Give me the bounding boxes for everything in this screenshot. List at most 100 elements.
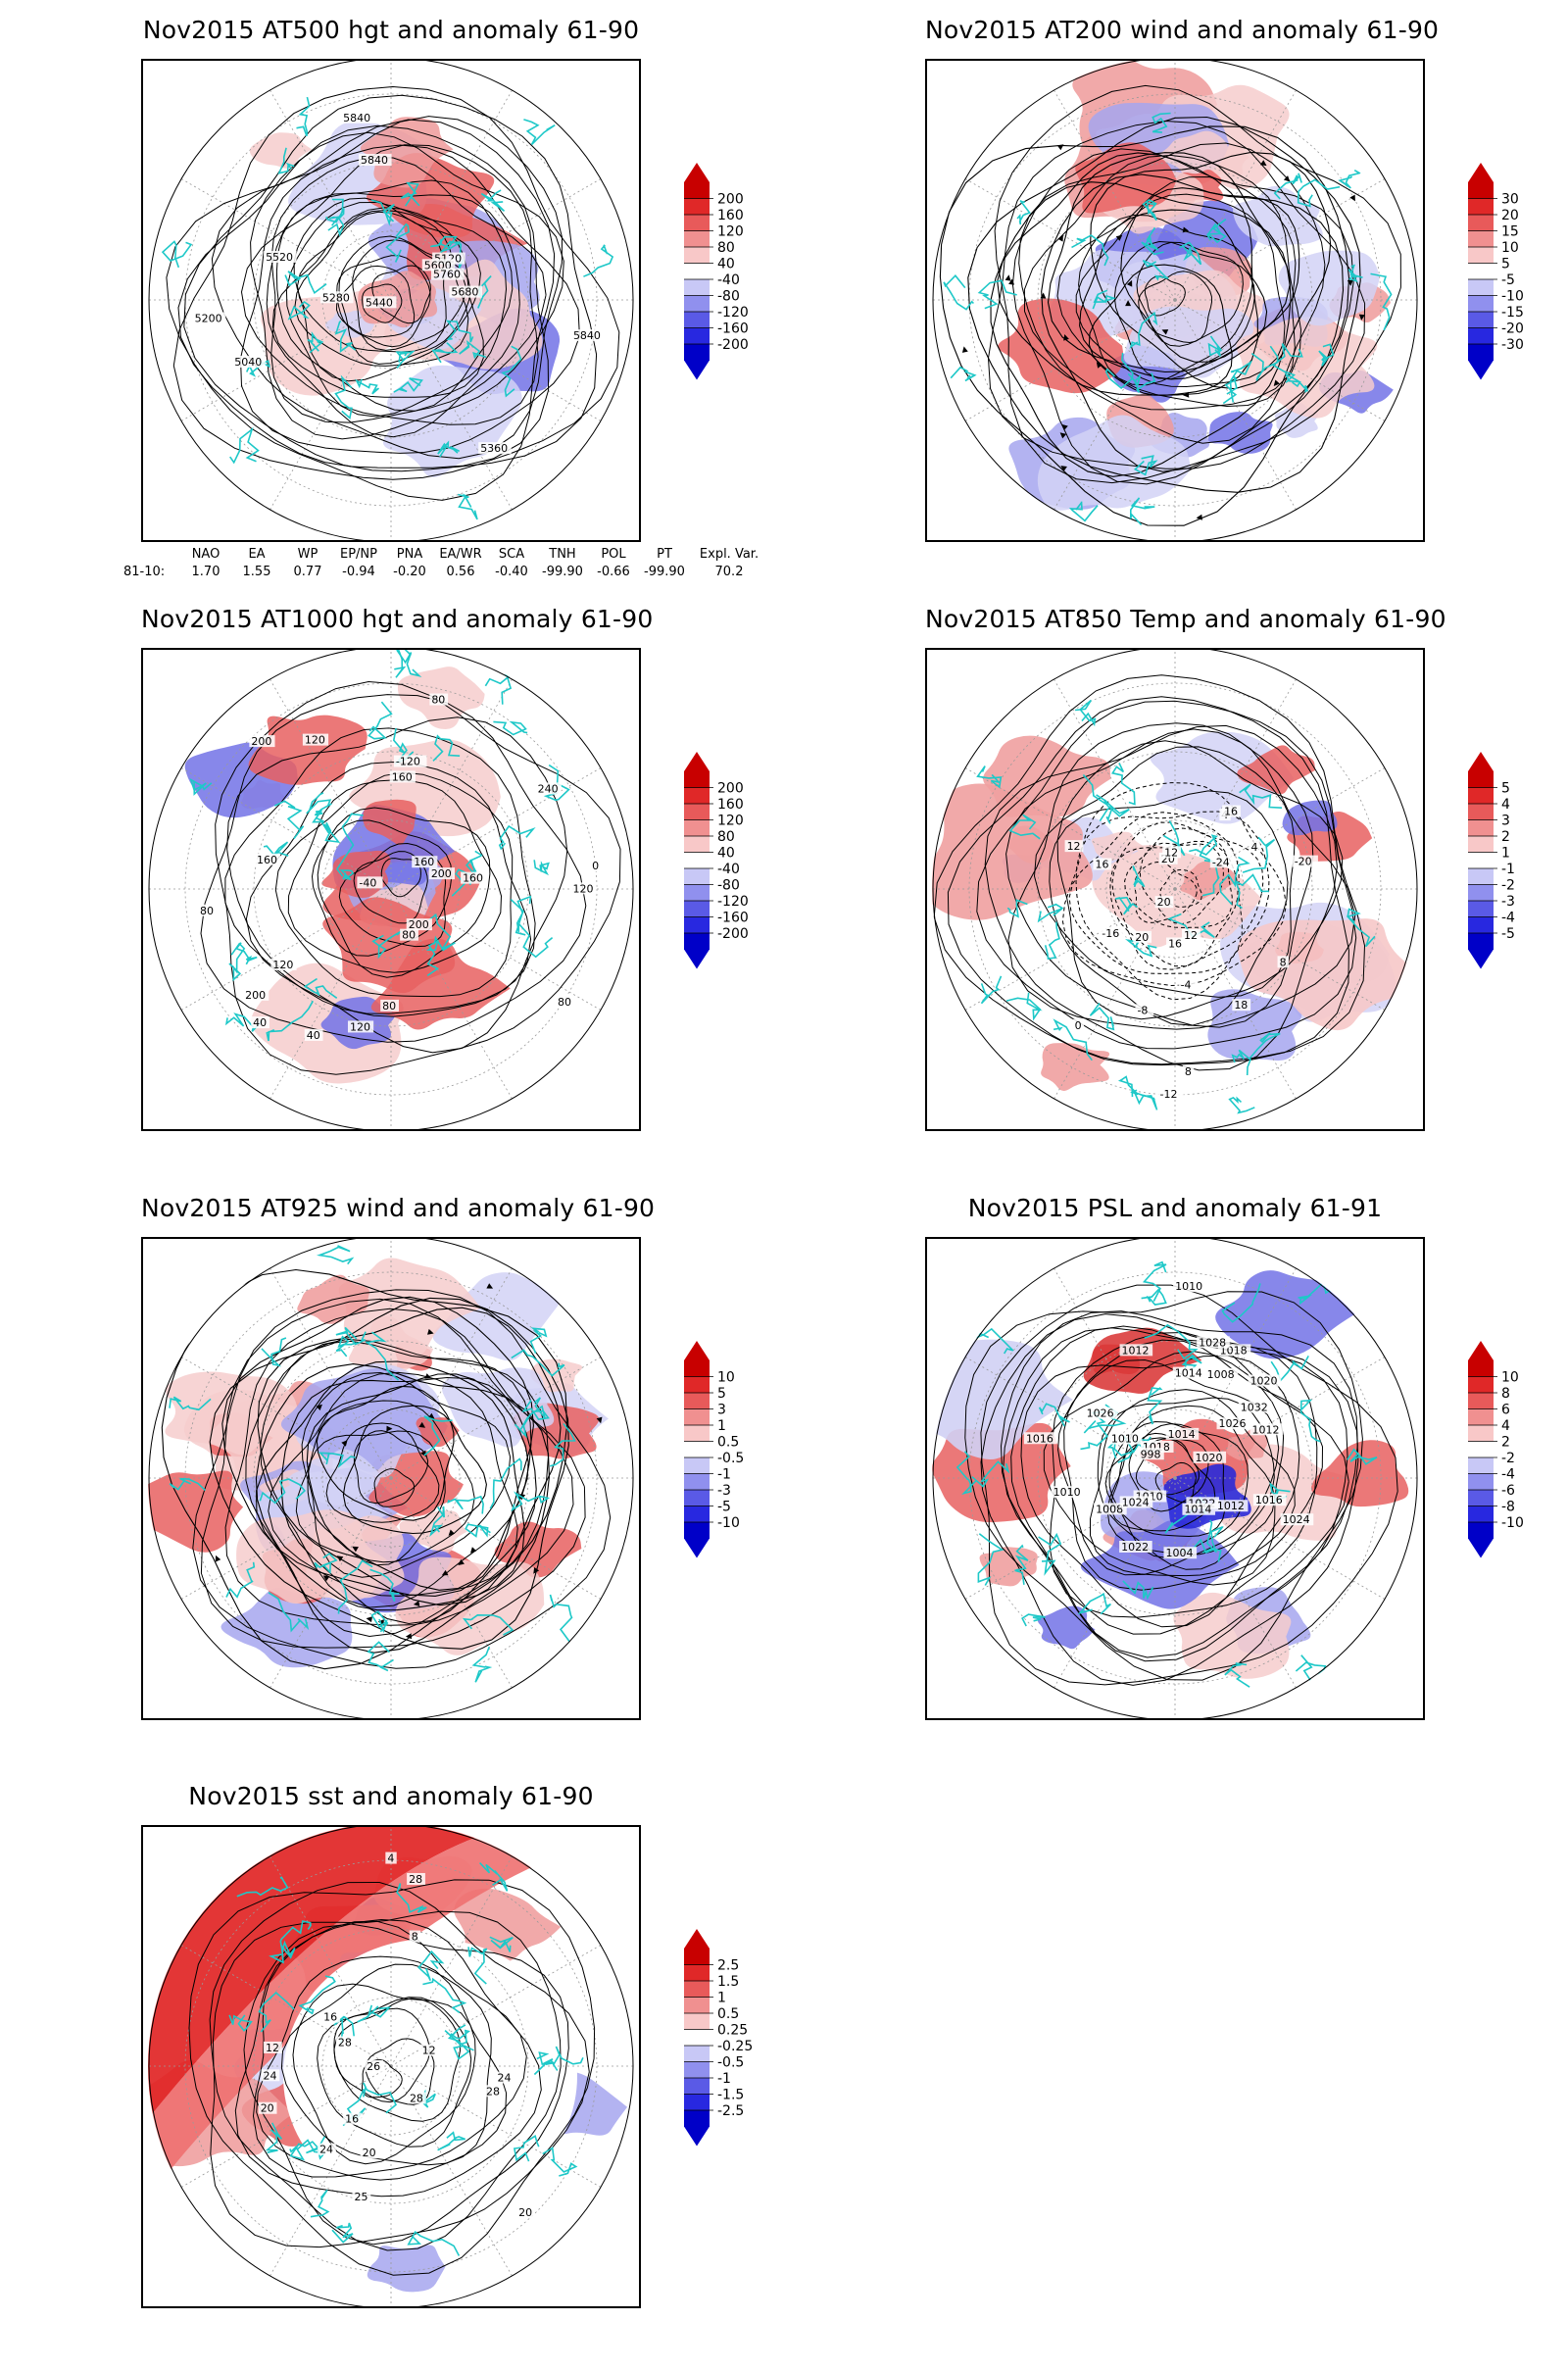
- contour-line: [317, 1997, 472, 2148]
- coastline-segment: [549, 1423, 576, 1467]
- map-frame: 5840 5840 5840 5040 5120 5200 5280 5360 5440 5520…: [141, 59, 641, 542]
- streamline: [1079, 209, 1268, 380]
- colorbar-segment: [1468, 1457, 1494, 1474]
- index-name: Expl. Var.: [699, 546, 760, 562]
- contour-line: [295, 1400, 475, 1563]
- coastline-segment: [1142, 1260, 1167, 1302]
- colorbar-label: 80: [717, 829, 735, 845]
- contour-label: 5280: [322, 291, 350, 304]
- panel-at1000-hgt: Nov2015 AT1000 hgt and anomaly 61-90 80 8…: [141, 605, 827, 1193]
- contour-line: [252, 1920, 527, 2178]
- coastline-segment: [489, 1457, 522, 1509]
- contour-label-bg: [1072, 1018, 1085, 1031]
- colorbar-segment: [684, 2094, 710, 2111]
- contour-label: 5760: [433, 269, 461, 281]
- contour-label-bg: [535, 782, 562, 795]
- contour-label: 24: [498, 2072, 512, 2085]
- colorbar-segment: [1468, 198, 1494, 216]
- coastline-segment: [234, 942, 258, 965]
- colorbar-segment: [684, 1490, 710, 1506]
- anomaly-region: [165, 1371, 300, 1456]
- colorbar-segment: [1468, 215, 1494, 231]
- map-boundary: [148, 650, 634, 1129]
- index-name: TNH: [549, 546, 576, 562]
- coastline-segment: [1224, 1662, 1250, 1688]
- contour-label: 80: [402, 929, 416, 942]
- contour-line: [215, 680, 621, 1075]
- contour-label: 1026: [1087, 1407, 1114, 1420]
- coastline-segment: [1270, 1356, 1309, 1382]
- colorbar-segment: [684, 901, 710, 917]
- contour-label: 28: [486, 2085, 500, 2098]
- meridian: [180, 2065, 392, 2189]
- coastline-segment: [1122, 1580, 1154, 1601]
- anomaly-region: [1207, 989, 1302, 1062]
- contour-line: [933, 674, 1366, 1065]
- coastline-segment: [1044, 921, 1060, 961]
- contour-line: [268, 1371, 518, 1597]
- contour-label-bg: [1238, 1401, 1272, 1413]
- colorbar-label: 200: [717, 781, 744, 797]
- contour-label: 1014: [1184, 1504, 1211, 1516]
- index-value: -99.90: [644, 564, 685, 579]
- contour-label: 1016: [1026, 1432, 1054, 1445]
- colorbar-label: 4: [1501, 1418, 1510, 1434]
- coastline-segment: [357, 2004, 392, 2023]
- contour-label-bg: [352, 2190, 371, 2202]
- coastline-segment: [956, 1451, 977, 1495]
- coastline-segment: [1133, 455, 1158, 476]
- coastline-segment: [1144, 1323, 1199, 1360]
- contour-label-bg: [1178, 978, 1198, 991]
- coastline-segment: [1346, 908, 1376, 948]
- coastline-segment: [1127, 372, 1156, 393]
- contour-label-bg: [1138, 1448, 1164, 1460]
- meridian: [390, 1855, 514, 2067]
- colorbar-segment: [684, 819, 710, 837]
- colorbar-segment: [684, 1393, 710, 1409]
- coastline-segment: [1219, 856, 1250, 906]
- coastline-segment: [529, 1327, 548, 1355]
- colorbar-label: -3: [717, 1483, 731, 1499]
- coastline-segment: [445, 320, 474, 343]
- contour-line: [994, 84, 1401, 484]
- contour-line: [209, 1881, 590, 2248]
- contour-line: [1043, 1351, 1285, 1586]
- contour-label: 12: [1184, 929, 1198, 942]
- coastline-segment: [1111, 763, 1136, 806]
- streamline-arrow: [1061, 423, 1068, 431]
- contour-label: 1024: [1283, 1513, 1310, 1526]
- contour-line: [224, 1308, 574, 1626]
- colorbar: 5 4 3 2 1 -1 -2 -3 -4 -5: [1464, 752, 1568, 1026]
- contour-line: [980, 1313, 1359, 1686]
- meridian: [1174, 1267, 1298, 1479]
- colorbar-label: 5: [717, 1386, 726, 1402]
- coastline-segment: [385, 222, 410, 263]
- contour-label-bg: [1165, 1427, 1200, 1440]
- colorbar-segment: [1468, 1522, 1494, 1539]
- coastline-segment: [977, 1533, 1004, 1586]
- coastline-segment: [1179, 241, 1202, 266]
- contour-label-bg: [304, 1028, 323, 1041]
- colorbar-label: -1: [717, 2071, 731, 2087]
- contour-label: 16: [1168, 938, 1182, 951]
- coastline-segment: [327, 216, 345, 237]
- colorbar-segment: [684, 787, 710, 805]
- contour-line: [1063, 1339, 1324, 1591]
- contour-line: [270, 156, 547, 423]
- coastline-segment: [1271, 343, 1303, 383]
- coastline-segment: [161, 240, 193, 269]
- coastline-segment: [394, 650, 412, 678]
- colorbar-label: 10: [1501, 1370, 1519, 1386]
- contour-label: 0: [1075, 1019, 1082, 1032]
- colorbar-tip-bottom: [684, 360, 710, 380]
- index-name: WP: [297, 546, 318, 562]
- colorbar-segment: [684, 215, 710, 231]
- meridian: [269, 1855, 392, 2067]
- contour-label: 16: [1224, 806, 1238, 818]
- meridian: [1053, 1477, 1176, 1689]
- coastline-segment: [1117, 1075, 1139, 1098]
- contour-line: [1113, 240, 1255, 380]
- contour-label-bg: [197, 904, 217, 916]
